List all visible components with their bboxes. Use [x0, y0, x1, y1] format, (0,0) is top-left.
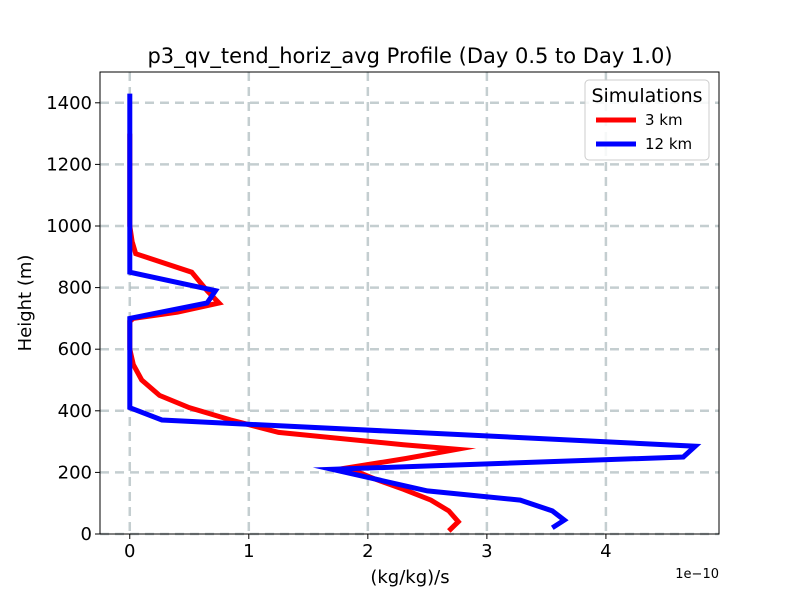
x-tick-label: 2: [362, 541, 373, 562]
plot-frame: [99, 71, 720, 535]
y-axis-label: Height (m): [15, 255, 36, 352]
x-axis-offset-label: 1e−10: [675, 567, 719, 582]
series-line-12km: [127, 93, 702, 530]
legend-label: 3 km: [645, 111, 683, 129]
legend-box: [584, 79, 710, 161]
x-axis-label: (kg/kg)/s: [370, 567, 449, 588]
chart-title: p3_qv_tend_horiz_avg Profile (Day 0.5 to…: [147, 44, 672, 69]
y-tick-label: 600: [58, 339, 92, 360]
y-tick-label: 200: [58, 462, 92, 483]
y-tick-label: 1200: [46, 154, 92, 175]
y-axis-ticks: 0 200 400 600 800 1000 1200 1400: [46, 93, 100, 545]
x-axis-ticks: 0 1 2 3 4: [124, 534, 612, 562]
legend-title: Simulations: [591, 85, 702, 107]
x-tick-label: 4: [600, 541, 611, 562]
x-tick-label: 0: [124, 541, 135, 562]
y-tick-label: 1400: [46, 93, 92, 114]
x-tick-label: 1: [243, 541, 254, 562]
y-tick-label: 800: [58, 278, 92, 299]
legend-entries: 3 km 12 km: [596, 111, 692, 153]
legend-label: 12 km: [645, 135, 692, 153]
y-tick-label: 1000: [46, 216, 92, 237]
x-tick-label: 3: [481, 541, 492, 562]
legend: Simulations 3 km 12 km: [584, 79, 710, 161]
y-tick-label: 0: [81, 524, 92, 545]
y-tick-label: 400: [58, 401, 92, 422]
series-layer: [127, 93, 702, 533]
